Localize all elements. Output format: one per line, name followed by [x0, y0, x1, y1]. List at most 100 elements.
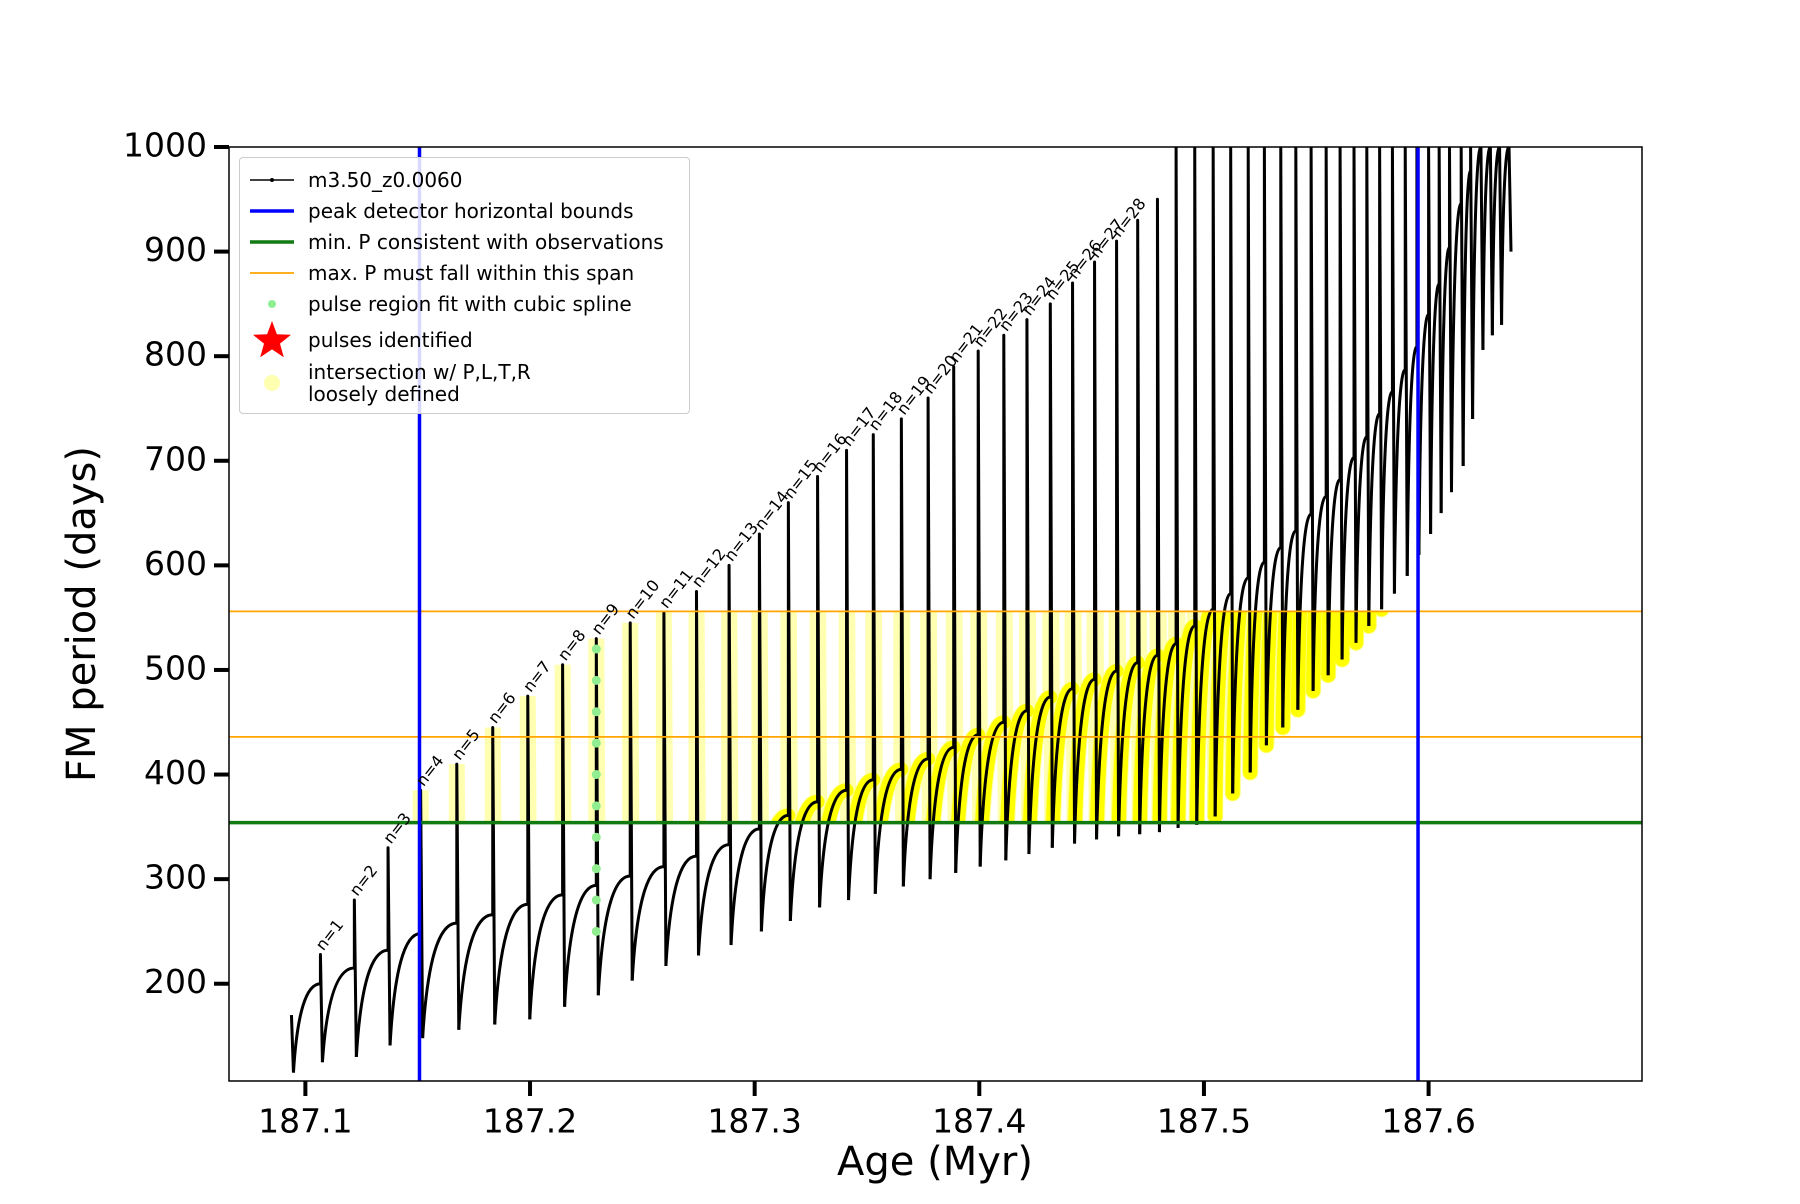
y-tick-label: 900 — [144, 230, 207, 269]
legend-entry: pulses identified — [240, 319, 689, 361]
pulse-label: n=9 — [587, 600, 623, 638]
period-line — [1138, 197, 1161, 835]
pulse-label: n=8 — [554, 626, 590, 664]
y-tick-label: 200 — [144, 962, 207, 1001]
period-line — [1500, 147, 1513, 325]
period-line — [563, 637, 600, 1007]
pulse-label: n=4 — [412, 751, 448, 789]
legend-dot — [268, 299, 276, 308]
legend-entry: pulse region fit with cubic spline — [240, 288, 689, 319]
spline-point — [591, 675, 601, 685]
period-line — [1050, 281, 1077, 848]
period-line — [1367, 147, 1384, 627]
period-line — [759, 501, 792, 932]
period-line — [1380, 147, 1396, 610]
legend-dot — [270, 177, 274, 182]
legend-label: pulses identified — [308, 328, 473, 352]
period-line — [928, 365, 958, 880]
period-line — [1392, 147, 1409, 594]
x-tick-label: 187.1 — [258, 1102, 352, 1141]
period-line — [1195, 147, 1217, 825]
legend-label: m3.50_z0.0060 — [308, 167, 463, 192]
period-line — [664, 590, 700, 967]
legend-marker — [250, 239, 294, 244]
period-line — [1439, 147, 1453, 514]
period-line — [291, 952, 324, 1073]
period-line — [1481, 147, 1494, 350]
period-line — [1073, 260, 1099, 844]
period-line — [1417, 147, 1433, 555]
period-line — [1095, 239, 1121, 840]
spline-point — [591, 644, 601, 654]
period-line — [596, 621, 634, 996]
period-line — [1471, 147, 1485, 419]
period-line — [873, 417, 905, 894]
period-line — [320, 898, 358, 1063]
legend-label: pulse region fit with cubic spline — [308, 291, 632, 316]
x-tick-label: 187.4 — [932, 1102, 1026, 1141]
y-tick-label: 500 — [144, 648, 207, 687]
x-tick-label: 187.2 — [483, 1102, 577, 1141]
period-line — [1490, 147, 1504, 336]
period-line — [1027, 302, 1054, 855]
pulse-label: n=3 — [379, 809, 415, 847]
legend-entry: intersection w/ P,L,T,R loosely defined — [240, 361, 689, 405]
period-line — [978, 333, 1008, 867]
period-line — [1248, 147, 1268, 773]
y-tick-label: 300 — [144, 858, 207, 897]
legend-entry: min. P consistent with observations — [240, 226, 689, 257]
spline-point — [591, 738, 601, 748]
legend-marker — [250, 271, 294, 274]
period-line — [1429, 147, 1443, 534]
legend-star — [253, 321, 291, 358]
period-line — [1157, 147, 1180, 833]
legend-entry: m3.50_z0.0060 — [240, 164, 689, 195]
period-line — [1264, 147, 1285, 746]
spline-point — [591, 707, 601, 717]
period-line — [901, 396, 932, 887]
y-axis-label: FM period (days) — [59, 446, 105, 782]
legend-label: peak detector horizontal bounds — [308, 198, 634, 223]
spline-point — [591, 926, 601, 936]
legend-marker — [250, 177, 294, 182]
y-tick-label: 1000 — [123, 126, 207, 165]
period-line — [954, 349, 982, 873]
axes-frame — [228, 146, 1643, 1082]
spline-point — [591, 864, 601, 874]
x-axis-label: Age (Myr) — [837, 1139, 1033, 1185]
period-line — [1296, 147, 1315, 710]
period-line — [1461, 147, 1475, 467]
legend-label: min. P consistent with observations — [308, 229, 664, 254]
period-line — [696, 563, 733, 956]
axes: 200 300 400 500 600 700 800 900 1000 187.1 187.2 18… — [123, 126, 1476, 1141]
period-line — [630, 610, 668, 981]
period-line — [1311, 147, 1330, 691]
y-tick-label: 700 — [144, 439, 207, 478]
period-line — [847, 433, 877, 901]
period-line — [354, 846, 392, 1058]
period-line — [1449, 147, 1465, 493]
plot-area — [229, 147, 1642, 1081]
y-tick-label: 400 — [144, 753, 207, 792]
x-tick-label: 187.5 — [1157, 1102, 1251, 1141]
legend-marker — [250, 208, 294, 213]
spline-point — [591, 895, 601, 905]
x-tick-label: 187.3 — [707, 1102, 801, 1141]
legend-dot — [264, 375, 280, 391]
legend-entry: max. P must fall within this span — [240, 257, 689, 288]
y-tick-label: 800 — [144, 335, 207, 374]
period-line — [1213, 147, 1235, 817]
period-line — [1340, 147, 1358, 660]
spline-point — [591, 801, 601, 811]
period-line — [818, 448, 851, 908]
period-line — [421, 762, 461, 1039]
pulse-label: n=2 — [346, 861, 382, 899]
pulse-label: n=1 — [312, 916, 348, 954]
spline-point — [591, 832, 601, 842]
period-line — [1354, 147, 1371, 643]
legend-marker — [253, 321, 291, 358]
x-tick-label: 187.6 — [1381, 1102, 1475, 1141]
